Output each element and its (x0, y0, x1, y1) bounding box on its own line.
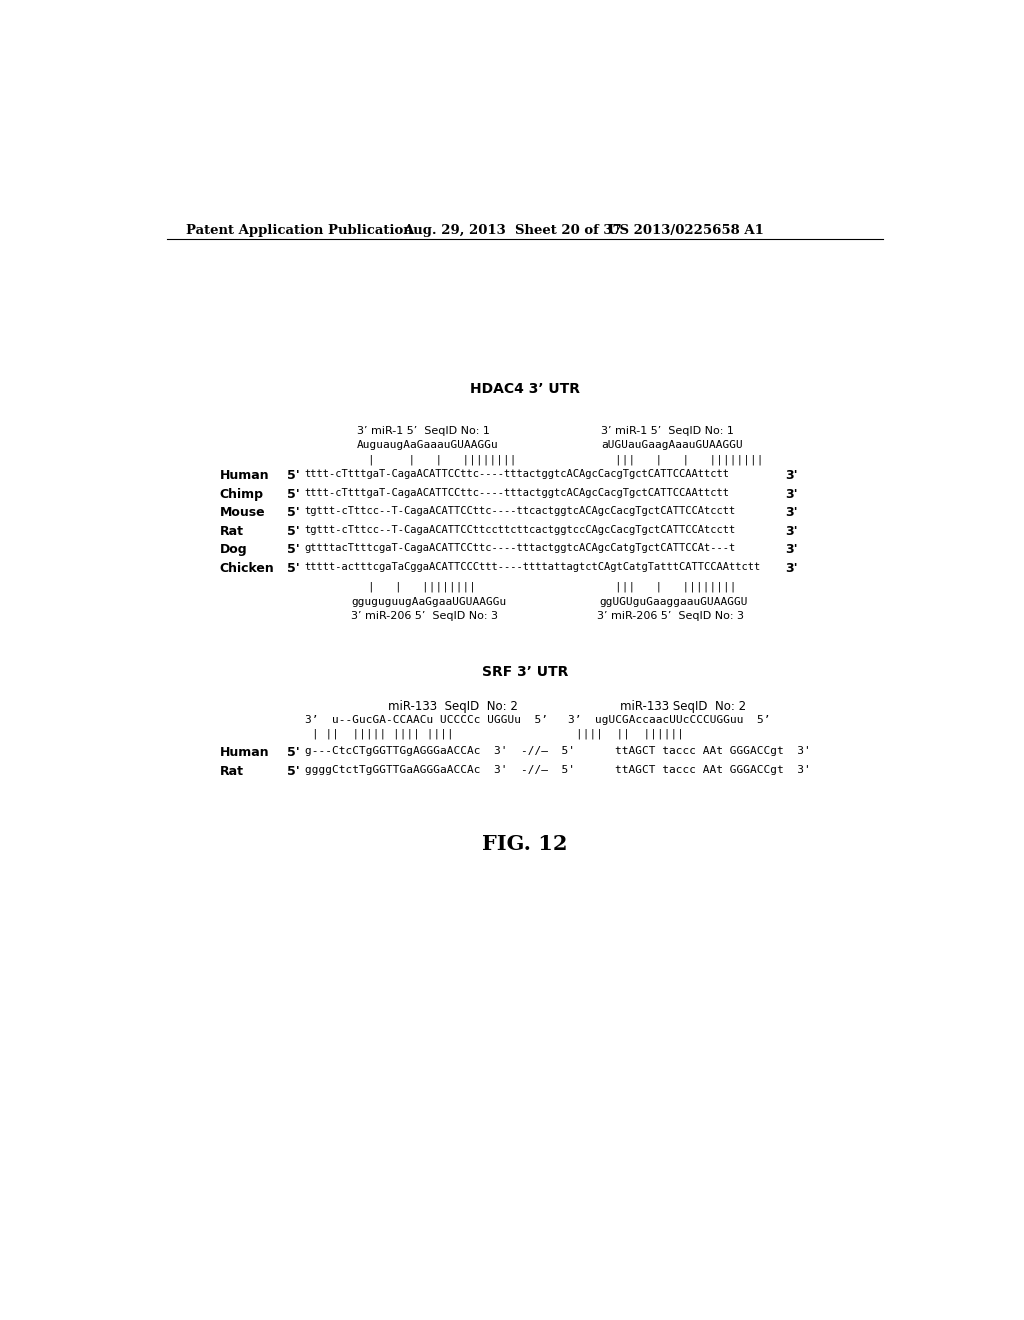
Text: Patent Application Publication: Patent Application Publication (186, 224, 413, 236)
Text: | ||  ||||| |||| ||||: | || ||||| |||| |||| (312, 729, 455, 739)
Text: ttAGCT taccc AAt GGGACCgt  3': ttAGCT taccc AAt GGGACCgt 3' (614, 766, 810, 775)
Text: tttt-cTtttgaT-CagaACATTCCttc----tttactggtcACAgcCacgTgctCATTCCAAttctt: tttt-cTtttgaT-CagaACATTCCttc----tttactgg… (305, 488, 730, 498)
Text: tgttt-cTttcc--T-CagaACATTCCttc----ttcactggtcACAgcCacgTgctCATTCCAtcctt: tgttt-cTttcc--T-CagaACATTCCttc----ttcact… (305, 507, 736, 516)
Text: 3': 3' (785, 507, 798, 520)
Text: 5': 5' (287, 507, 300, 520)
Text: ggggCtctTgGGTTGaAGGGaACCAc  3'  -//–  5': ggggCtctTgGGTTGaAGGGaACCAc 3' -//– 5' (305, 766, 574, 775)
Text: AuguaugAaGaaauGUAAGGu: AuguaugAaGaaauGUAAGGu (356, 441, 499, 450)
Text: 3’ miR-1 5’  SeqID No: 1: 3’ miR-1 5’ SeqID No: 1 (601, 426, 733, 437)
Text: Rat: Rat (219, 525, 244, 539)
Text: |||   |   ||||||||: ||| | |||||||| (614, 582, 736, 593)
Text: Chimp: Chimp (219, 488, 263, 502)
Text: gguguguugAaGgaaUGUAAGGu: gguguguugAaGgaaUGUAAGGu (351, 598, 507, 607)
Text: |||   |   |   ||||||||: ||| | | |||||||| (614, 454, 763, 465)
Text: 3’ miR-1 5’  SeqID No: 1: 3’ miR-1 5’ SeqID No: 1 (356, 426, 489, 437)
Text: tgttt-cTttcc--T-CagaACATTCCttccttcttcactggtccCAgcCacgTgctCATTCCAtcctt: tgttt-cTttcc--T-CagaACATTCCttccttcttcact… (305, 525, 736, 535)
Text: 3': 3' (785, 488, 798, 502)
Text: Mouse: Mouse (219, 507, 265, 520)
Text: HDAC4 3’ UTR: HDAC4 3’ UTR (470, 381, 580, 396)
Text: ttAGCT taccc AAt GGGACCgt  3': ttAGCT taccc AAt GGGACCgt 3' (614, 746, 810, 756)
Text: Aug. 29, 2013  Sheet 20 of 37: Aug. 29, 2013 Sheet 20 of 37 (403, 224, 622, 236)
Text: 3’  ugUCGAccaacUUcCCCUGGuu  5’: 3’ ugUCGAccaacUUcCCCUGGuu 5’ (568, 715, 771, 725)
Text: Chicken: Chicken (219, 562, 274, 576)
Text: Human: Human (219, 746, 269, 759)
Text: tttt-cTtttgaT-CagaACATTCCttc----tttactggtcACAgcCacgTgctCATTCCAAttctt: tttt-cTtttgaT-CagaACATTCCttc----tttactgg… (305, 470, 730, 479)
Text: |   |   ||||||||: | | |||||||| (369, 582, 476, 593)
Text: |     |   |   ||||||||: | | | |||||||| (369, 454, 517, 465)
Text: miR-133  SeqID  No: 2: miR-133 SeqID No: 2 (388, 700, 517, 713)
Text: 3': 3' (785, 525, 798, 539)
Text: ||||  ||  ||||||: |||| || |||||| (575, 729, 684, 739)
Text: 5': 5' (287, 766, 300, 779)
Text: 5': 5' (287, 562, 300, 576)
Text: miR-133 SeqID  No: 2: miR-133 SeqID No: 2 (621, 700, 746, 713)
Text: 3': 3' (785, 544, 798, 557)
Text: aUGUauGaagAaauGUAAGGU: aUGUauGaagAaauGUAAGGU (601, 441, 742, 450)
Text: Dog: Dog (219, 544, 247, 557)
Text: 5': 5' (287, 544, 300, 557)
Text: 5': 5' (287, 470, 300, 483)
Text: 5': 5' (287, 488, 300, 502)
Text: SRF 3’ UTR: SRF 3’ UTR (481, 665, 568, 678)
Text: Human: Human (219, 470, 269, 483)
Text: ggUGUguGaaggaauGUAAGGU: ggUGUguGaaggaauGUAAGGU (599, 598, 748, 607)
Text: ttttt-actttcgaTaCggaACATTCCCttt----ttttattagtctCAgtCatgTatttCATTCCAAttctt: ttttt-actttcgaTaCggaACATTCCCttt----tttta… (305, 562, 761, 572)
Text: FIG. 12: FIG. 12 (482, 834, 567, 854)
Text: US 2013/0225658 A1: US 2013/0225658 A1 (608, 224, 764, 236)
Text: 5': 5' (287, 746, 300, 759)
Text: 3’ miR-206 5’  SeqID No: 3: 3’ miR-206 5’ SeqID No: 3 (351, 611, 499, 622)
Text: 5': 5' (287, 525, 300, 539)
Text: 3': 3' (785, 470, 798, 483)
Text: Rat: Rat (219, 766, 244, 779)
Text: 3': 3' (785, 562, 798, 576)
Text: g---CtcCTgGGTTGgAGGGaACCAc  3'  -//–  5': g---CtcCTgGGTTGgAGGGaACCAc 3' -//– 5' (305, 746, 574, 756)
Text: 3’ miR-206 5’  SeqID No: 3: 3’ miR-206 5’ SeqID No: 3 (597, 611, 743, 622)
Text: gttttacTtttcgaT-CagaACATTCCttc----tttactggtcACAgcCatgTgctCATTCCAt---t: gttttacTtttcgaT-CagaACATTCCttc----tttact… (305, 544, 736, 553)
Text: 3’  u--GucGA-CCAACu UCCCCc UGGUu  5’: 3’ u--GucGA-CCAACu UCCCCc UGGUu 5’ (305, 715, 548, 725)
